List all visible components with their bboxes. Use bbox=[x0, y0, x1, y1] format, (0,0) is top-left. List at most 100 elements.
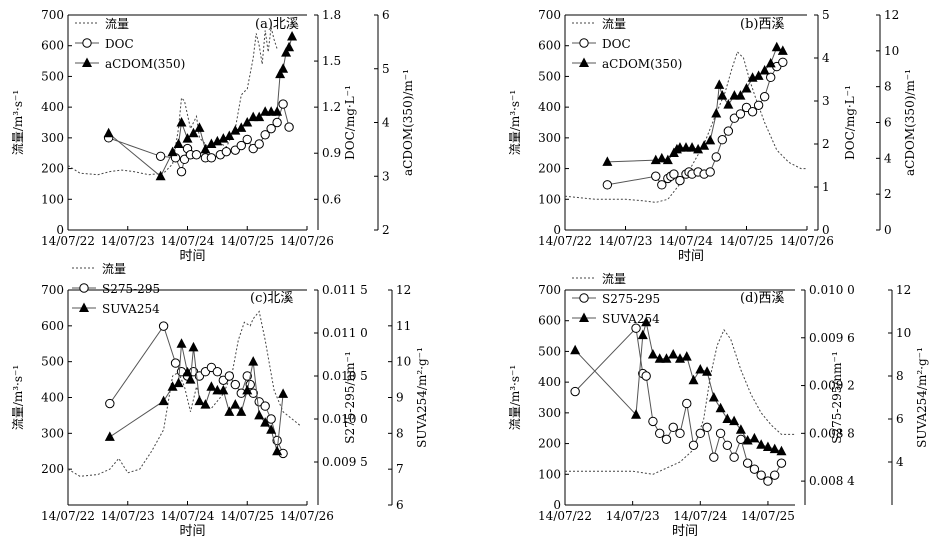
legend-marker-triangle bbox=[579, 57, 589, 67]
data-point-triangle bbox=[260, 417, 271, 427]
data-point-circle bbox=[105, 398, 115, 409]
data-point-triangle bbox=[702, 366, 713, 376]
data-point-triangle bbox=[176, 338, 187, 348]
data-point-circle bbox=[729, 452, 739, 462]
y-tick-label: 0.9 bbox=[322, 146, 341, 160]
data-point-circle bbox=[759, 92, 770, 102]
y-tick-label: 2 bbox=[884, 187, 892, 201]
data-point-triangle bbox=[762, 441, 773, 451]
x-tick-label: 14/07/26 bbox=[280, 509, 334, 523]
y-tick-label: 3 bbox=[382, 169, 390, 183]
y-tick-label: 300 bbox=[538, 131, 561, 145]
y-tick-label: 12 bbox=[896, 283, 911, 297]
y-tick-label: 10 bbox=[396, 355, 411, 369]
data-point-circle bbox=[675, 175, 685, 186]
series-1 bbox=[570, 323, 787, 486]
y-tick-label: 600 bbox=[41, 39, 64, 53]
data-point-circle bbox=[236, 140, 246, 151]
data-point-circle bbox=[170, 358, 181, 368]
data-point-triangle bbox=[248, 356, 259, 366]
y-tick-label: 9 bbox=[396, 391, 404, 405]
data-point-triangle bbox=[722, 413, 733, 423]
x-axis-title: 时间 bbox=[672, 524, 698, 539]
x-tick-label: 14/07/25 bbox=[220, 509, 274, 523]
y-tick-label: 500 bbox=[41, 69, 64, 83]
chart-panel-c: 14/07/22 14/07/23 14/07/24 14/07/25 14/07/26… bbox=[11, 262, 429, 539]
data-point-circle bbox=[570, 386, 580, 397]
x-tick-label: 14/07/22 bbox=[538, 509, 592, 523]
series-line-flow bbox=[67, 310, 302, 477]
data-point-circle bbox=[191, 150, 202, 160]
data-point-circle bbox=[655, 428, 665, 439]
data-point-circle bbox=[272, 117, 282, 128]
series-line-flow bbox=[565, 328, 795, 475]
data-point-circle bbox=[661, 434, 672, 445]
data-point-circle bbox=[260, 130, 270, 140]
data-point-triangle bbox=[158, 395, 169, 406]
data-point-triangle bbox=[641, 316, 652, 327]
series-0 bbox=[565, 328, 795, 475]
data-point-circle bbox=[651, 171, 661, 181]
y-tick-label: 700 bbox=[41, 8, 64, 22]
y-tick-label: 8 bbox=[884, 80, 892, 94]
legend-marker-triangle bbox=[579, 312, 589, 322]
data-point-triangle bbox=[200, 399, 211, 409]
data-point-circle bbox=[631, 323, 641, 333]
x-tick-label: 14/07/23 bbox=[101, 234, 155, 248]
x-tick-label: 14/07/24 bbox=[161, 509, 215, 523]
y-tick-label: 12 bbox=[884, 8, 899, 22]
y-tick-label: 2 bbox=[382, 223, 390, 237]
data-point-triangle bbox=[765, 57, 776, 68]
legend-label: aCDOM(350) bbox=[602, 57, 682, 71]
y-tick-label: 8 bbox=[396, 426, 404, 440]
y-tick-label: 5 bbox=[382, 62, 390, 76]
data-point-triangle bbox=[272, 445, 283, 456]
y-tick-label: 0.008 8 bbox=[809, 426, 855, 440]
legend: 流量 S275-295 SUVA254 bbox=[572, 272, 660, 326]
data-point-triangle bbox=[771, 41, 782, 52]
y-axis-title-s: S275-295/nm⁻¹ bbox=[830, 351, 844, 443]
legend-label: aCDOM(350) bbox=[105, 57, 185, 71]
data-point-triangle bbox=[741, 82, 752, 93]
y-axis-title-acdom: aCDOM(350)/m⁻¹ bbox=[903, 69, 917, 176]
y-axis-title-doc: DOC/mg·L⁻¹ bbox=[343, 85, 357, 160]
x-tick-label: 14/07/23 bbox=[101, 509, 155, 523]
y-tick-label: 700 bbox=[41, 283, 64, 297]
y-tick-label: 0 bbox=[56, 223, 64, 237]
y-tick-label: 400 bbox=[41, 100, 64, 114]
data-point-triangle bbox=[173, 377, 184, 388]
x-tick-label: 14/07/23 bbox=[606, 509, 660, 523]
data-point-circle bbox=[695, 428, 705, 439]
data-point-triangle bbox=[275, 68, 286, 79]
data-point-circle bbox=[747, 107, 758, 117]
legend: 流量 DOC aCDOM(350) bbox=[75, 17, 185, 71]
y-tick-label: 500 bbox=[538, 344, 561, 358]
data-point-triangle bbox=[278, 388, 289, 398]
y-tick-label: 0.011 5 bbox=[322, 283, 368, 297]
legend: 流量 DOC aCDOM(350) bbox=[572, 17, 682, 71]
y-tick-label: 12 bbox=[396, 283, 411, 297]
data-point-triangle bbox=[182, 133, 193, 143]
data-point-triangle bbox=[714, 79, 725, 89]
data-point-circle bbox=[756, 470, 766, 480]
series-0 bbox=[67, 310, 302, 477]
data-point-triangle bbox=[242, 117, 253, 127]
data-point-triangle bbox=[167, 381, 178, 391]
legend-marker-circle bbox=[579, 38, 589, 48]
y-tick-label: 100 bbox=[538, 467, 561, 481]
y-tick-label: 6 bbox=[396, 498, 404, 512]
y-tick-label: 700 bbox=[538, 8, 561, 22]
y-tick-label: 4 bbox=[896, 455, 904, 469]
data-point-triangle bbox=[570, 344, 581, 355]
data-point-triangle bbox=[681, 351, 692, 361]
data-point-triangle bbox=[749, 432, 760, 443]
y-tick-label: 1.2 bbox=[322, 100, 341, 114]
x-tick-label: 14/07/25 bbox=[220, 234, 274, 248]
y-tick-label: 3 bbox=[822, 94, 830, 108]
y-tick-label: 600 bbox=[538, 39, 561, 53]
data-point-triangle bbox=[254, 111, 265, 122]
legend-label: 流量 bbox=[602, 272, 626, 286]
y-tick-label: 8 bbox=[896, 369, 904, 383]
y-tick-label: 600 bbox=[538, 314, 561, 328]
data-point-circle bbox=[260, 401, 270, 411]
